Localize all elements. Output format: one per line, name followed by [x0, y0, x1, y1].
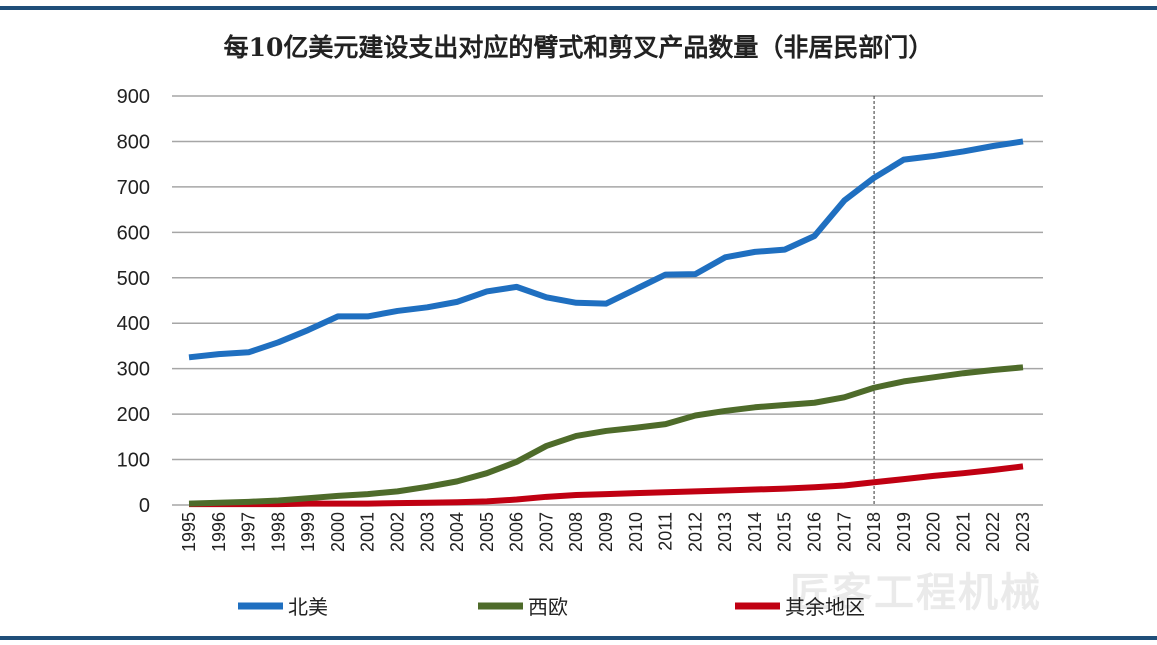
x-tick-label: 2015 — [775, 512, 795, 552]
y-tick-label: 900 — [117, 86, 150, 108]
x-tick-label: 2008 — [566, 512, 586, 552]
x-tick-label: 2013 — [715, 512, 735, 552]
y-tick-label: 300 — [117, 359, 150, 381]
chart-title: 每10亿美元建设支出对应的臂式和剪叉产品数量（非居民部门） — [223, 33, 934, 62]
y-tick-label: 0 — [139, 495, 150, 517]
x-tick-label: 2003 — [417, 512, 437, 552]
x-tick-label: 1995 — [179, 512, 199, 552]
x-tick-label: 2006 — [507, 512, 527, 552]
x-tick-label: 2022 — [983, 512, 1003, 552]
y-tick-label: 800 — [117, 131, 150, 153]
x-tick-label: 2004 — [447, 512, 467, 552]
x-tick-label: 1999 — [298, 512, 318, 552]
x-tick-label: 2010 — [626, 512, 646, 552]
y-tick-label: 400 — [117, 313, 150, 335]
x-tick-label: 2021 — [953, 512, 973, 552]
x-tick-label: 1997 — [239, 512, 259, 552]
x-tick-label: 2012 — [685, 512, 705, 552]
x-tick-label: 2023 — [1013, 512, 1033, 552]
top-border — [0, 6, 1157, 10]
legend-label: 其余地区 — [785, 595, 865, 619]
x-tick-label: 2016 — [805, 512, 825, 552]
legend-label: 北美 — [288, 595, 328, 619]
y-tick-label: 200 — [117, 404, 150, 426]
x-tick-label: 2017 — [834, 512, 854, 552]
x-tick-label: 1996 — [209, 512, 229, 552]
legend-label: 西欧 — [528, 595, 568, 619]
series-line-北美 — [188, 138, 1024, 361]
x-tick-label: 2020 — [924, 512, 944, 552]
series-line-其余地区 — [189, 463, 1024, 508]
y-tick-label: 500 — [117, 268, 150, 290]
y-tick-label: 600 — [117, 222, 150, 244]
x-tick-label: 2005 — [477, 512, 497, 552]
x-tick-label: 2007 — [536, 512, 556, 552]
watermark: 匠客工程机械 — [790, 570, 1042, 616]
x-tick-label: 2014 — [745, 512, 765, 552]
x-tick-label: 2019 — [894, 512, 914, 552]
series-line-西欧 — [188, 364, 1024, 507]
x-tick-label: 2009 — [596, 512, 616, 552]
x-tick-label: 1998 — [268, 512, 288, 552]
y-tick-label: 100 — [117, 450, 150, 472]
x-tick-label: 2011 — [656, 512, 676, 551]
x-tick-label: 2018 — [864, 512, 884, 552]
x-tick-label: 2002 — [388, 512, 408, 552]
x-tick-label: 2001 — [358, 512, 378, 552]
bottom-border — [0, 636, 1157, 640]
y-tick-label: 700 — [117, 177, 150, 199]
x-tick-label: 2000 — [328, 512, 348, 552]
